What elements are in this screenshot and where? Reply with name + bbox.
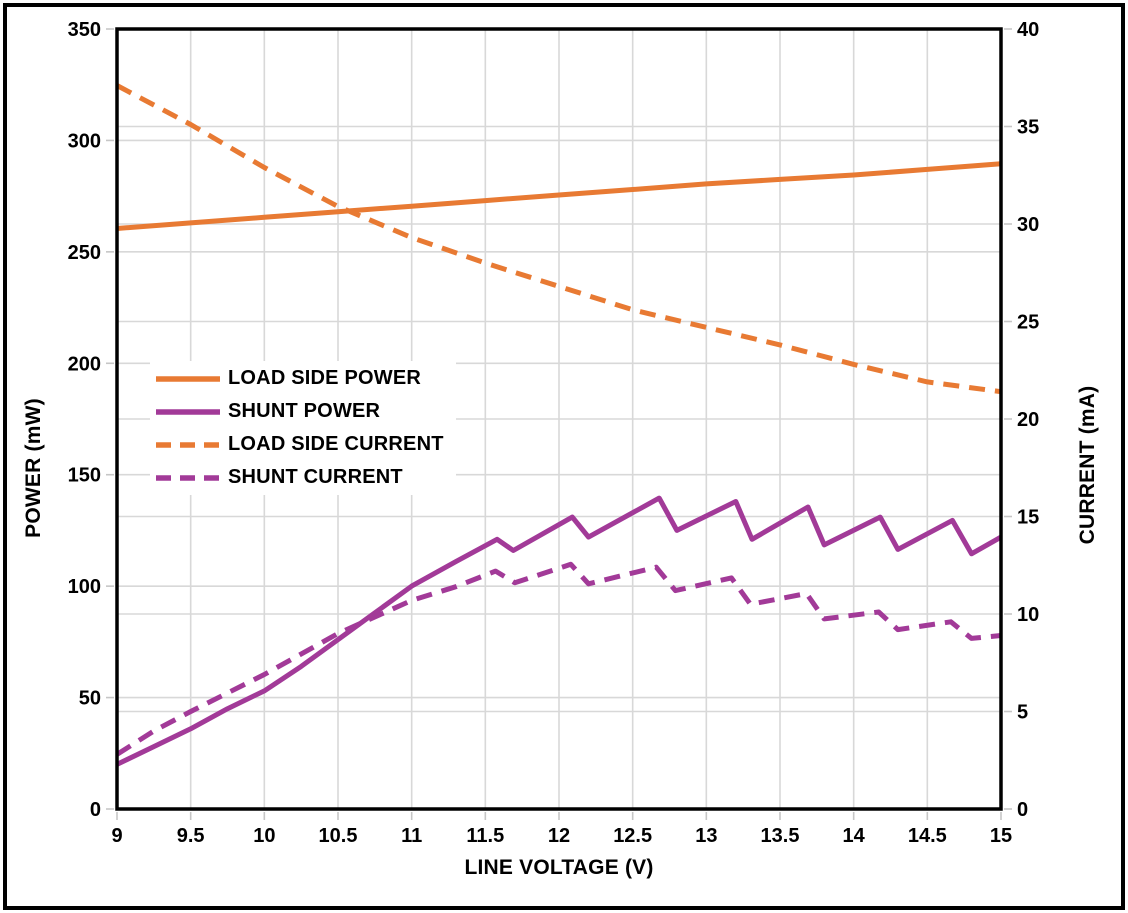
series-line-load-side-current: [115, 83, 1002, 395]
y-left-tick-label: 200: [68, 353, 101, 375]
x-tick-label: 14: [843, 825, 866, 847]
legend-item: LOAD SIDE CURRENT: [156, 428, 444, 461]
x-tick-label: 15: [990, 825, 1012, 847]
y-right-tick-label: 5: [1017, 702, 1028, 724]
legend: LOAD SIDE POWER SHUNT POWER LOAD SIDE CURR…: [150, 361, 456, 495]
x-tick-label: 13.5: [761, 825, 800, 847]
x-tick-label: 9.5: [177, 825, 205, 847]
axis-tick-marks: [106, 28, 1012, 820]
y-right-tick-label: 10: [1017, 604, 1039, 626]
x-tick-label: 12: [548, 825, 570, 847]
y-right-tick-label: 15: [1017, 507, 1039, 529]
plot-area-border: [115, 27, 1003, 811]
y-left-tick-label: 0: [90, 799, 101, 821]
x-tick-label: 14.5: [908, 825, 947, 847]
legend-line-sample-solid: [156, 375, 220, 382]
y-right-tick-label: 0: [1017, 799, 1028, 821]
y-left-tick-label: 350: [68, 19, 101, 41]
x-tick-label: 10.5: [319, 825, 358, 847]
axis-tick-labels: 0 50 100 150 200 250 300 350 0 5 10 15 20 25 30 35 40 9 9.…: [68, 19, 1040, 847]
y-left-tick-label: 50: [79, 688, 101, 710]
y-left-tick-label: 300: [68, 130, 101, 152]
y-left-tick-label: 250: [68, 242, 101, 264]
y-right-tick-label: 25: [1017, 312, 1039, 334]
series-line-shunt-current: [115, 561, 1002, 757]
y-right-tick-label: 20: [1017, 409, 1039, 431]
y-axis-title-left: POWER (mW): [22, 398, 45, 538]
x-tick-label: 10: [253, 825, 275, 847]
x-tick-label: 11: [401, 825, 422, 847]
legend-item: SHUNT POWER: [156, 395, 444, 428]
y-right-tick-label: 35: [1017, 117, 1039, 139]
x-tick-label: 9: [111, 825, 122, 847]
y-axis-title-right: CURRENT (mA): [1076, 386, 1099, 545]
page-border: [3, 3, 1125, 910]
legend-item-label: LOAD SIDE POWER: [228, 367, 422, 389]
legend-item: SHUNT CURRENT: [156, 461, 444, 494]
series-line-load-side-power: [116, 161, 1002, 231]
legend-line-sample-dashed: [156, 474, 220, 481]
legend-item-label: SHUNT POWER: [228, 400, 381, 422]
y-left-tick-label: 100: [68, 576, 101, 598]
legend-item-label: SHUNT CURRENT: [228, 466, 403, 488]
legend-line-sample-solid: [156, 408, 220, 415]
legend-line-sample-dashed: [156, 441, 220, 448]
y-right-tick-label: 40: [1017, 19, 1039, 41]
y-right-tick-label: 30: [1017, 214, 1039, 236]
x-tick-label: 13: [695, 825, 717, 847]
legend-item-label: LOAD SIDE CURRENT: [228, 433, 444, 455]
legend-item: LOAD SIDE POWER: [156, 362, 444, 395]
y-left-tick-label: 150: [68, 465, 101, 487]
x-tick-label: 11.5: [466, 825, 504, 847]
x-tick-label: 12.5: [613, 825, 652, 847]
data-series-lines: [115, 83, 1003, 767]
series-line-shunt-power: [115, 495, 1003, 767]
x-axis-title: LINE VOLTAGE (V): [464, 856, 653, 879]
